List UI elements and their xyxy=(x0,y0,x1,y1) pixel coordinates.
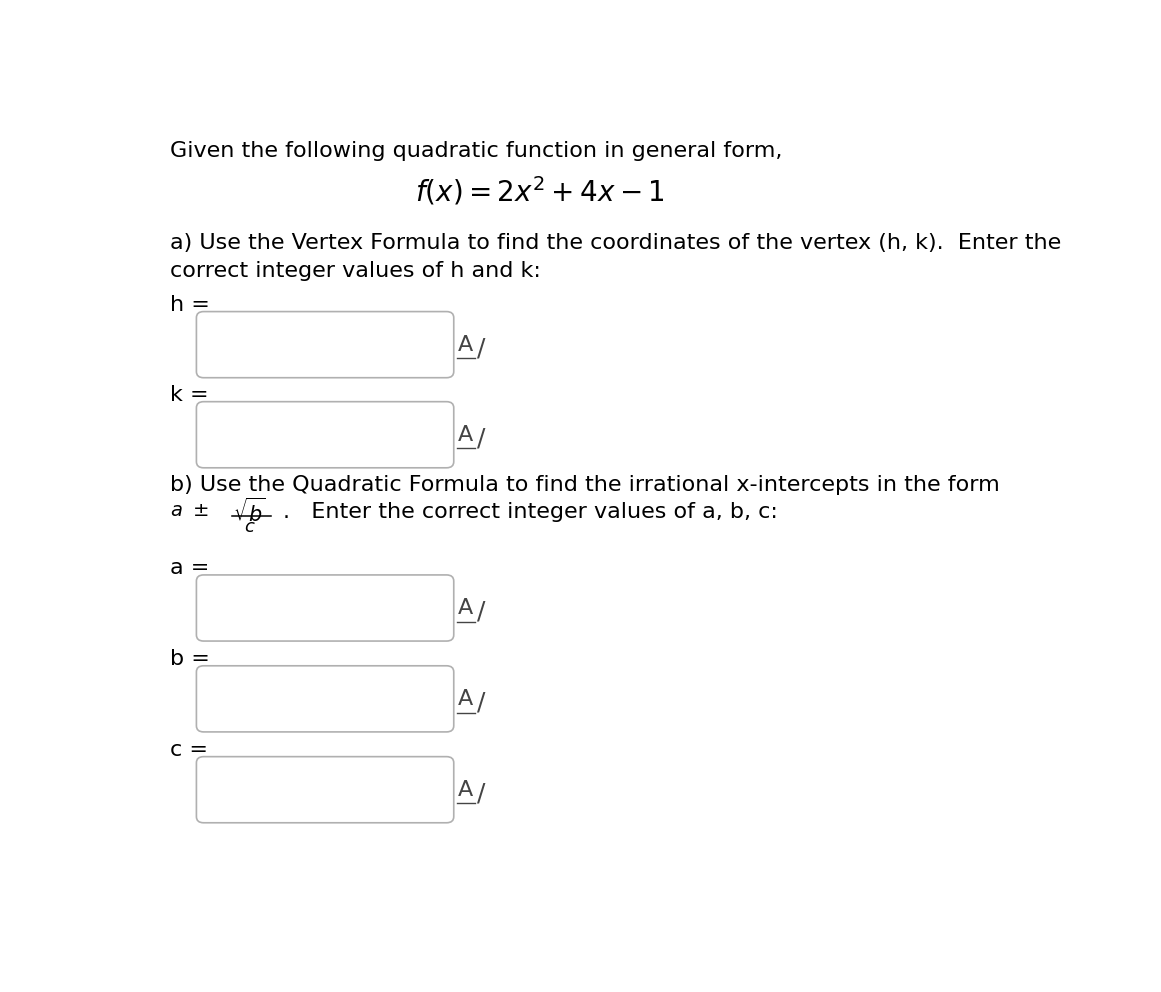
Text: /: / xyxy=(477,782,485,806)
FancyBboxPatch shape xyxy=(196,311,454,378)
Text: Given the following quadratic function in general form,: Given the following quadratic function i… xyxy=(171,141,783,161)
FancyBboxPatch shape xyxy=(196,575,454,641)
Text: /: / xyxy=(477,427,485,450)
Text: /: / xyxy=(477,336,485,360)
Text: A: A xyxy=(457,780,473,800)
FancyBboxPatch shape xyxy=(196,666,454,732)
Text: b) Use the Quadratic Formula to find the irrational x-intercepts in the form: b) Use the Quadratic Formula to find the… xyxy=(171,475,1000,495)
Text: /: / xyxy=(477,690,485,714)
Text: h =: h = xyxy=(171,295,210,314)
FancyBboxPatch shape xyxy=(196,757,454,822)
Text: A: A xyxy=(457,688,473,709)
Text: a =: a = xyxy=(171,558,210,578)
Text: $f(x) = 2x^2 + 4x - 1$: $f(x) = 2x^2 + 4x - 1$ xyxy=(416,175,665,207)
Text: A: A xyxy=(457,334,473,355)
Text: A: A xyxy=(457,425,473,444)
Text: $\sqrt{b}$: $\sqrt{b}$ xyxy=(233,498,266,526)
Text: b =: b = xyxy=(171,649,210,669)
Text: .   Enter the correct integer values of a, b, c:: . Enter the correct integer values of a,… xyxy=(283,502,778,522)
Text: a) Use the Vertex Formula to find the coordinates of the vertex (h, k).  Enter t: a) Use the Vertex Formula to find the co… xyxy=(171,233,1061,281)
Text: A: A xyxy=(457,598,473,618)
Text: c =: c = xyxy=(171,740,208,760)
Text: $c$: $c$ xyxy=(244,518,255,536)
FancyBboxPatch shape xyxy=(196,402,454,468)
Text: /: / xyxy=(477,600,485,624)
Text: k =: k = xyxy=(171,385,209,405)
Text: $a\ \pm$: $a\ \pm$ xyxy=(171,502,209,520)
